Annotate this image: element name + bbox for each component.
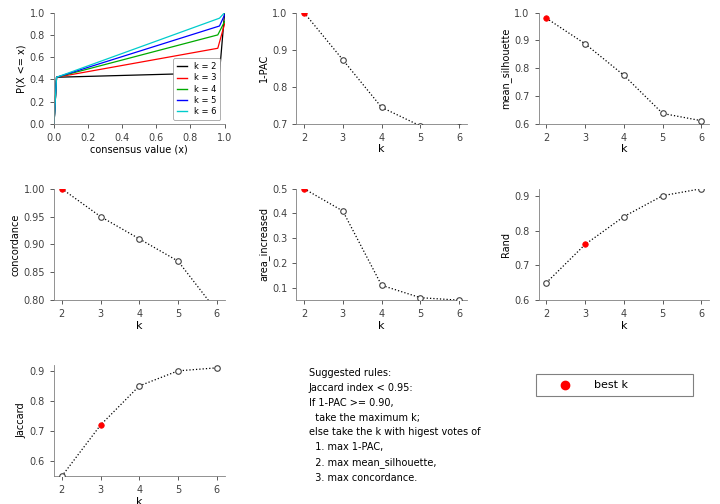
X-axis label: k: k: [136, 321, 143, 331]
Text: best k: best k: [593, 380, 628, 390]
Y-axis label: area_increased: area_increased: [258, 208, 269, 281]
X-axis label: k: k: [378, 145, 385, 155]
X-axis label: k: k: [621, 321, 627, 331]
Y-axis label: P(X <= x): P(X <= x): [17, 44, 27, 93]
X-axis label: k: k: [621, 145, 627, 155]
X-axis label: consensus value (x): consensus value (x): [91, 145, 188, 155]
Y-axis label: concordance: concordance: [11, 213, 21, 276]
X-axis label: k: k: [378, 321, 385, 331]
Y-axis label: Jaccard: Jaccard: [17, 403, 27, 438]
Text: Suggested rules:
Jaccard index < 0.95:
If 1-PAC >= 0.90,
  take the maximum k;
e: Suggested rules: Jaccard index < 0.95: I…: [309, 368, 480, 483]
Y-axis label: Rand: Rand: [501, 232, 511, 257]
Y-axis label: mean_silhouette: mean_silhouette: [500, 28, 511, 109]
Legend: k = 2, k = 3, k = 4, k = 5, k = 6: k = 2, k = 3, k = 4, k = 5, k = 6: [173, 58, 220, 120]
X-axis label: k: k: [136, 497, 143, 504]
Y-axis label: 1-PAC: 1-PAC: [259, 54, 269, 83]
